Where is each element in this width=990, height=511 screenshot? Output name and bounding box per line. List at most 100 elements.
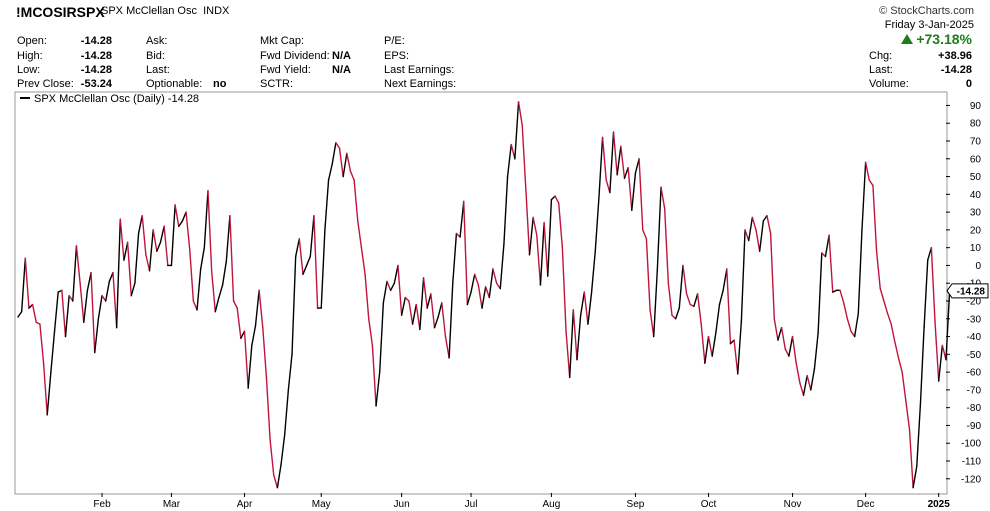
x-tick-label: Feb — [93, 499, 111, 510]
series-segment — [444, 335, 450, 359]
series-segment — [506, 143, 512, 178]
series-segment — [422, 277, 428, 309]
series-segment — [594, 197, 600, 252]
fwd-dividend-value: N/A — [332, 50, 351, 62]
series-segment — [601, 136, 607, 181]
series-segment — [210, 270, 216, 313]
series-segment — [397, 264, 403, 316]
series-segment — [649, 309, 655, 338]
x-tick-label: Mar — [163, 499, 181, 510]
series-segment — [104, 280, 111, 302]
series-segment — [42, 362, 48, 416]
series-segment — [930, 246, 936, 324]
series-segment — [510, 143, 516, 160]
x-tick-label: Apr — [237, 499, 253, 510]
series-segment — [298, 238, 304, 276]
y-tick-label: -20 — [967, 297, 982, 308]
last-label: Last: — [146, 64, 170, 76]
series-segment — [86, 271, 92, 292]
low-label: Low: — [17, 64, 41, 76]
series-segment — [393, 264, 399, 284]
series-segment — [254, 289, 260, 327]
series-segment — [525, 188, 531, 256]
series-segment — [357, 220, 363, 249]
series-segment — [839, 289, 845, 304]
x-tick-label: Oct — [701, 499, 717, 510]
series-segment — [868, 179, 874, 187]
series-segment — [499, 243, 505, 290]
series-segment — [287, 353, 293, 391]
series-segment — [324, 179, 330, 231]
series-segment — [663, 207, 670, 284]
series-segment — [802, 374, 808, 396]
series-segment — [433, 316, 439, 329]
eps-label: EPS: — [384, 50, 410, 62]
open-value: -14.28 — [80, 35, 112, 47]
x-axis: Feb Mar Apr May Jun Jul Aug Sep Oct Nov Dec 2025 — [93, 493, 950, 510]
series-segment — [466, 291, 472, 306]
series-segment — [514, 101, 520, 160]
y-tick-label: -100 — [961, 439, 981, 450]
series-segment — [426, 293, 432, 309]
series-segment — [901, 371, 907, 402]
series-segment — [718, 289, 724, 306]
series-segment — [137, 214, 143, 235]
series-segment — [656, 186, 662, 270]
series-segment — [484, 286, 491, 299]
series-segment — [404, 296, 410, 302]
series-segment — [291, 255, 297, 356]
series-segment — [861, 161, 867, 231]
series-segment — [941, 344, 947, 361]
series-segment — [853, 312, 860, 338]
series-segment — [50, 330, 56, 373]
series-segment — [784, 348, 790, 357]
series-segment — [152, 229, 158, 252]
series-segment — [791, 335, 797, 364]
y-tick-label: -60 — [967, 368, 982, 379]
series-segment — [726, 268, 732, 345]
series-segment — [883, 300, 889, 315]
series-segment — [346, 152, 352, 172]
series-segment — [185, 211, 191, 251]
series-segment — [817, 252, 823, 334]
series-segment — [178, 220, 184, 228]
series-segment — [243, 330, 249, 389]
series-segment — [503, 175, 509, 245]
series-segment — [94, 318, 100, 354]
sctr-label: SCTR: — [260, 78, 293, 90]
y-tick-label: -40 — [967, 332, 982, 343]
series-segment — [119, 218, 125, 261]
series-segment — [251, 325, 257, 347]
series-segment — [528, 216, 534, 256]
series-segment — [174, 204, 180, 228]
series-segment — [31, 303, 37, 324]
series-segment — [890, 323, 896, 343]
series-segment — [678, 264, 684, 309]
series-segment — [821, 252, 827, 258]
high-label: High: — [17, 50, 43, 62]
series-segment — [857, 229, 863, 315]
high-value: -14.28 — [80, 50, 112, 62]
series-segment — [638, 158, 644, 231]
series-segment — [320, 229, 326, 309]
x-tick-label: Jun — [394, 499, 410, 510]
series-segment — [75, 245, 81, 284]
series-segment — [265, 376, 271, 441]
series-segment — [780, 326, 786, 350]
last-earnings-label: Last Earnings: — [384, 64, 455, 76]
series-segment — [280, 433, 286, 466]
series-segment — [897, 357, 903, 373]
series-segment — [389, 282, 396, 292]
series-segment — [711, 332, 717, 357]
series-segment — [170, 204, 176, 267]
series-segment — [481, 286, 487, 309]
series-segment — [338, 147, 344, 178]
percent-change: +73.18% — [901, 31, 972, 47]
series-segment — [368, 318, 374, 347]
series-segment — [536, 234, 542, 286]
series-segment — [189, 248, 195, 302]
chart-legend: SPX McClellan Osc (Daily) -14.28 — [20, 93, 199, 105]
series-segment — [605, 179, 611, 194]
series-segment — [532, 216, 538, 236]
